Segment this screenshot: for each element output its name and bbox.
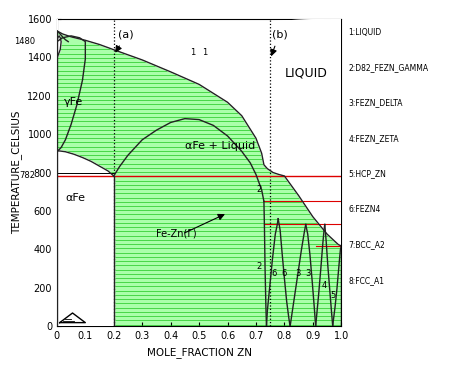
Polygon shape: [57, 19, 341, 246]
Text: 1: 1: [202, 48, 207, 57]
Text: 1:LIQUID: 1:LIQUID: [348, 28, 382, 37]
Polygon shape: [57, 36, 61, 151]
Polygon shape: [57, 36, 85, 151]
Text: 4: 4: [321, 281, 327, 290]
Text: LIQUID: LIQUID: [284, 66, 327, 79]
Text: (a): (a): [118, 30, 134, 40]
Text: 3: 3: [306, 269, 311, 279]
Text: Fe-Zn(Γ): Fe-Zn(Γ): [156, 228, 197, 238]
Text: 1480: 1480: [14, 37, 36, 46]
Polygon shape: [57, 151, 114, 326]
Text: 4:FEZN_ZETA: 4:FEZN_ZETA: [348, 134, 399, 143]
Text: 2: 2: [256, 262, 261, 271]
Polygon shape: [57, 151, 114, 326]
Polygon shape: [57, 36, 85, 151]
Text: 782: 782: [19, 171, 36, 180]
Text: 8:FCC_A1: 8:FCC_A1: [348, 276, 384, 285]
Text: 2:D82_FEZN_GAMMA: 2:D82_FEZN_GAMMA: [348, 63, 428, 72]
Polygon shape: [57, 151, 114, 326]
Text: 6: 6: [282, 269, 287, 279]
Polygon shape: [57, 31, 341, 326]
Polygon shape: [57, 176, 114, 326]
Text: 1: 1: [191, 48, 196, 57]
Text: αFe: αFe: [65, 193, 85, 203]
X-axis label: MOLE_FRACTION ZN: MOLE_FRACTION ZN: [146, 347, 252, 358]
Polygon shape: [57, 36, 61, 151]
Text: 3:FEZN_DELTA: 3:FEZN_DELTA: [348, 99, 403, 108]
Text: αFe + Liquid: αFe + Liquid: [185, 141, 255, 151]
Polygon shape: [57, 19, 341, 246]
Polygon shape: [57, 151, 61, 326]
Text: 5:HCP_ZN: 5:HCP_ZN: [348, 170, 386, 178]
Text: 6: 6: [272, 269, 277, 279]
Text: 2: 2: [256, 185, 261, 194]
Y-axis label: TEMPERATURE_CELSIUS: TEMPERATURE_CELSIUS: [11, 111, 22, 234]
Text: 5: 5: [330, 290, 335, 300]
Text: 6:FEZN4: 6:FEZN4: [348, 205, 381, 214]
Text: 3: 3: [296, 269, 301, 279]
Text: (b): (b): [272, 30, 287, 40]
Text: 7:BCC_A2: 7:BCC_A2: [348, 240, 385, 249]
Polygon shape: [57, 36, 61, 151]
Polygon shape: [57, 176, 114, 326]
Text: γFe: γFe: [64, 97, 83, 107]
